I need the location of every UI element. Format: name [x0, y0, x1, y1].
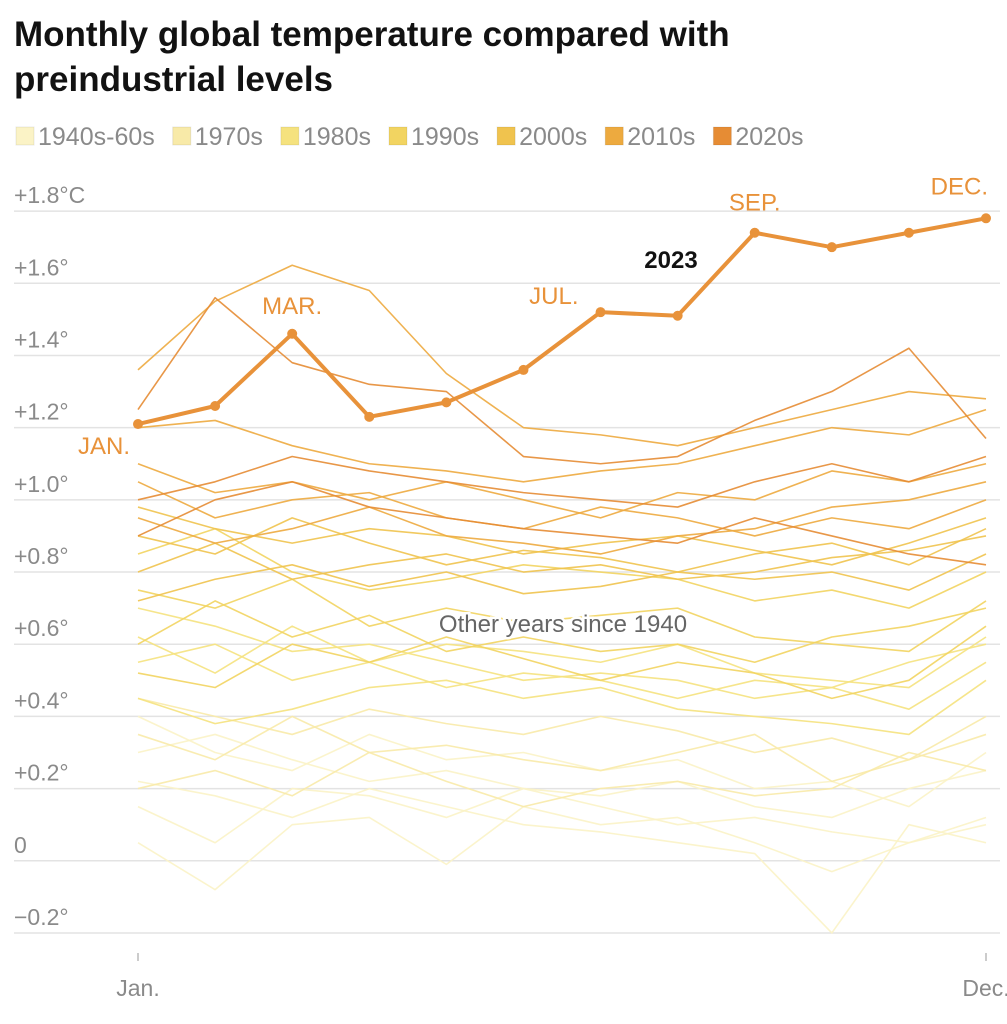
lines	[137, 216, 987, 934]
legend-label: 1970s	[195, 123, 263, 151]
y-tick-label: −0.2°	[14, 904, 69, 930]
annotation: Other years since 1940	[439, 611, 687, 638]
y-tick-label: +0.6°	[14, 615, 69, 641]
y-tick-label: +1.0°	[14, 471, 69, 497]
point	[826, 242, 837, 253]
chart-title: preindustrial levels	[14, 60, 333, 99]
month-label: DEC.	[931, 173, 988, 200]
point	[210, 400, 221, 411]
background-line	[137, 600, 987, 664]
background-line	[137, 481, 987, 537]
legend-swatch	[280, 126, 300, 146]
background-line	[137, 625, 987, 700]
chart-title: Monthly global temperature compared with	[14, 15, 730, 54]
month-label: SEP.	[729, 190, 781, 217]
legend-label: 1990s	[411, 123, 479, 151]
background-line	[137, 578, 987, 653]
legend-swatch	[388, 126, 408, 146]
y-tick-label: +0.8°	[14, 543, 69, 569]
point	[903, 227, 914, 238]
point	[287, 328, 298, 339]
legend-label: 1940s-60s	[38, 123, 155, 151]
legend-label: 2000s	[519, 123, 587, 151]
month-label: JUL.	[529, 283, 578, 310]
series-label: 2023	[644, 247, 697, 274]
grid: +1.8°C +1.6° +1.4° +1.2° +1.0° +0.8° +0.6° +0.4…	[14, 182, 1007, 1001]
y-tick-label: 0	[14, 832, 27, 858]
month-label: JAN.	[78, 433, 130, 460]
background-line	[137, 455, 987, 508]
legend-swatch	[172, 126, 192, 146]
point	[133, 419, 143, 430]
background-line	[137, 553, 987, 602]
background-line	[137, 296, 987, 465]
background-line	[137, 780, 987, 934]
background-line	[137, 715, 987, 808]
background-line	[137, 733, 987, 819]
month-label: MAR.	[262, 293, 322, 320]
background-line	[137, 481, 987, 555]
point	[364, 411, 375, 422]
y-tick-label: +1.2°	[14, 399, 69, 425]
background-line	[137, 625, 987, 689]
legend-label: 1980s	[303, 123, 371, 151]
point	[749, 227, 760, 238]
x-tick-label: Jan.	[116, 975, 159, 1001]
y-tick-label: +0.2°	[14, 760, 69, 786]
legend-swatch	[604, 126, 624, 146]
y-tick-label: +1.8°C	[14, 182, 85, 208]
y-tick-label: +1.6°	[14, 254, 69, 280]
x-tick-label: Dec.	[962, 975, 1007, 1001]
background-line	[137, 517, 987, 573]
background-line	[137, 805, 987, 891]
legend: 1940s-60s 1970s 1980s 1990s 2000s 2010s 2020s	[15, 123, 804, 151]
point	[441, 397, 452, 408]
y-tick-label: +0.4°	[14, 687, 69, 713]
legend-swatch	[496, 126, 516, 146]
background-line	[137, 715, 987, 783]
labels: JAN. MAR. JUL. SEP. DEC. 2023 Other years sinc…	[78, 173, 991, 641]
point	[981, 213, 991, 224]
point	[672, 310, 683, 321]
background-line	[137, 679, 987, 736]
background-line	[137, 408, 987, 483]
point	[518, 364, 529, 375]
background-line	[137, 751, 987, 808]
highlight-line	[137, 216, 987, 426]
point	[595, 307, 606, 318]
background-line	[137, 480, 987, 566]
background-line	[137, 607, 987, 700]
background-line	[137, 264, 987, 447]
legend-swatch	[712, 126, 732, 146]
background-line	[137, 697, 987, 761]
legend-swatch	[15, 126, 35, 146]
y-tick-label: +1.4°	[14, 326, 69, 352]
background-line	[137, 535, 987, 581]
legend-label: 2010s	[627, 123, 695, 151]
background-line	[137, 462, 987, 519]
legend-label: 2020s	[735, 123, 803, 151]
